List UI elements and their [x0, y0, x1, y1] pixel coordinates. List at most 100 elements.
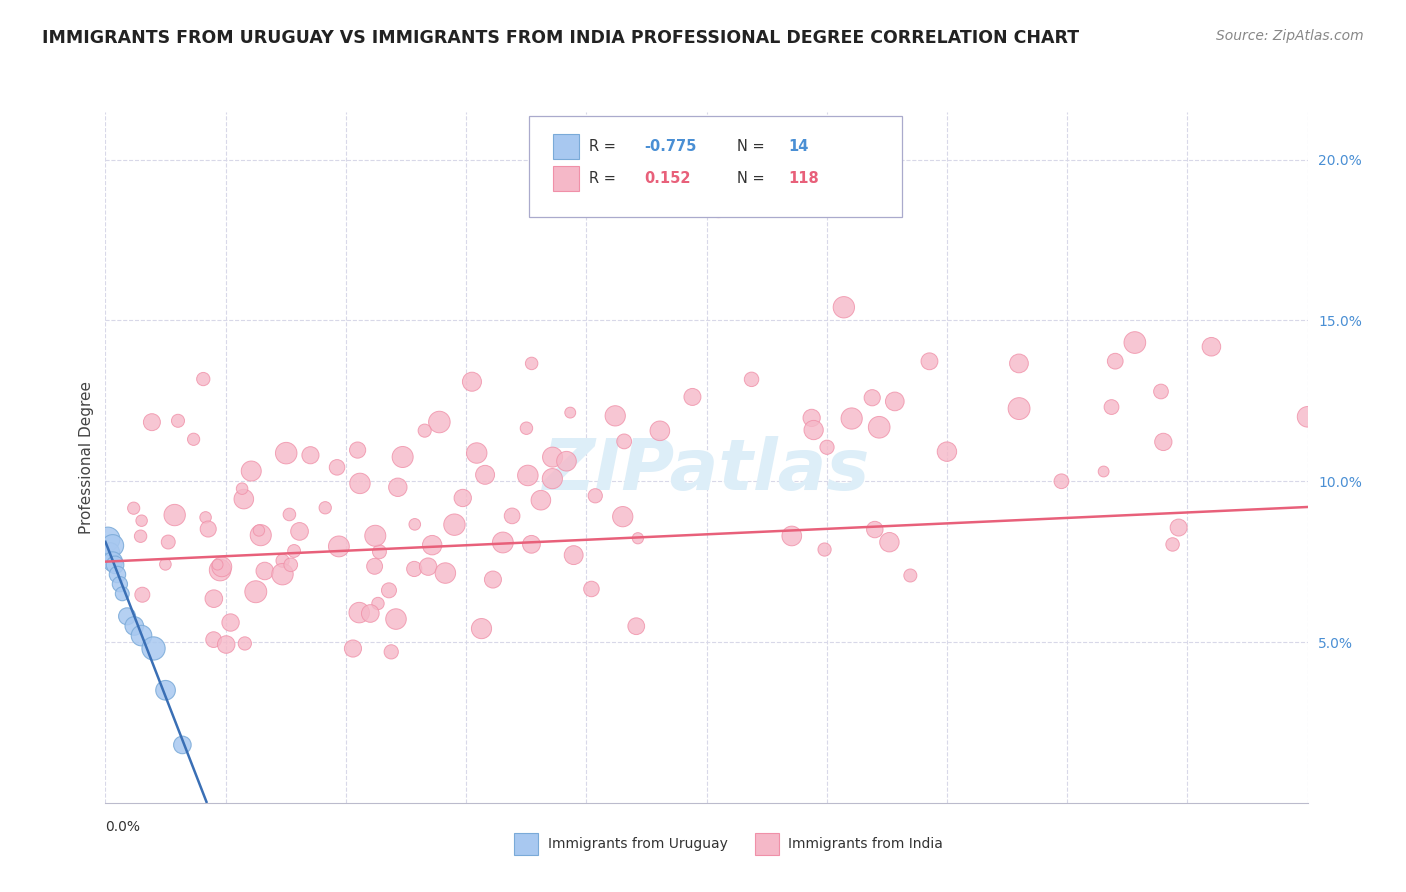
Point	[231, 482, 253, 496]
Point	[443, 517, 465, 532]
Point	[108, 577, 131, 591]
Point	[347, 606, 370, 620]
Point	[879, 535, 901, 549]
Point	[429, 415, 451, 429]
Point	[1104, 354, 1126, 368]
Point	[492, 535, 515, 549]
Point	[249, 528, 271, 542]
Point	[1150, 384, 1173, 399]
Point	[813, 542, 835, 557]
Point	[1092, 465, 1115, 479]
Point	[613, 434, 636, 449]
Point	[391, 450, 413, 464]
Point	[1008, 401, 1031, 416]
Point	[280, 558, 302, 572]
Point	[541, 472, 564, 486]
Point	[299, 448, 322, 462]
Point	[131, 588, 153, 602]
Point	[363, 559, 385, 574]
Point	[626, 619, 648, 633]
Point	[530, 493, 553, 508]
Point	[560, 406, 582, 420]
Point	[803, 423, 825, 437]
Point	[131, 629, 153, 643]
Point	[605, 409, 627, 423]
Point	[364, 529, 387, 543]
Text: 0.152: 0.152	[644, 171, 690, 186]
Point	[155, 558, 177, 572]
Text: R =: R =	[589, 138, 616, 153]
Point	[219, 615, 242, 630]
Point	[461, 375, 484, 389]
Point	[155, 683, 177, 698]
Point	[520, 356, 543, 370]
Point	[1123, 335, 1146, 350]
Point	[101, 539, 124, 553]
Point	[707, 201, 730, 215]
Point	[349, 476, 371, 491]
Point	[413, 424, 436, 438]
Point	[378, 583, 401, 598]
Point	[359, 607, 381, 621]
Point	[418, 559, 440, 574]
Point	[681, 390, 703, 404]
Point	[172, 738, 194, 752]
Point	[404, 562, 426, 576]
Text: Source: ZipAtlas.com: Source: ZipAtlas.com	[1216, 29, 1364, 43]
Point	[420, 538, 443, 552]
Point	[141, 415, 163, 429]
Point	[124, 619, 146, 633]
Text: N =: N =	[737, 171, 765, 186]
Point	[434, 566, 457, 580]
Point	[387, 480, 409, 494]
Point	[131, 514, 153, 528]
Point	[627, 531, 650, 545]
Point	[860, 391, 883, 405]
Point	[278, 508, 301, 522]
Point	[288, 524, 311, 539]
Point	[515, 421, 537, 435]
Point	[1050, 475, 1073, 489]
Text: IMMIGRANTS FROM URUGUAY VS IMMIGRANTS FROM INDIA PROFESSIONAL DEGREE CORRELATION: IMMIGRANTS FROM URUGUAY VS IMMIGRANTS FR…	[42, 29, 1080, 46]
Point	[368, 545, 391, 559]
Point	[868, 420, 890, 434]
Point	[183, 432, 205, 446]
FancyBboxPatch shape	[553, 166, 579, 191]
Point	[516, 468, 538, 483]
Point	[501, 508, 523, 523]
Point	[482, 573, 505, 587]
Point	[918, 354, 941, 368]
Point	[648, 424, 671, 438]
Point	[346, 443, 368, 458]
Point	[107, 567, 129, 582]
Point	[800, 410, 823, 425]
Text: Immigrants from Uruguay: Immigrants from Uruguay	[548, 837, 728, 851]
Text: 14: 14	[789, 138, 808, 153]
Point	[271, 554, 294, 568]
FancyBboxPatch shape	[553, 134, 579, 159]
Point	[863, 523, 886, 537]
Text: R =: R =	[589, 171, 616, 186]
Point	[104, 558, 127, 572]
Point	[541, 450, 564, 464]
Point	[1161, 537, 1184, 551]
Point	[194, 510, 217, 524]
Point	[207, 558, 229, 572]
Point	[142, 641, 165, 656]
Point	[211, 559, 233, 574]
Point	[202, 591, 225, 606]
Point	[832, 300, 855, 314]
Point	[474, 467, 496, 482]
Point	[741, 372, 763, 386]
Point	[470, 622, 492, 636]
Point	[253, 564, 276, 578]
Point	[612, 509, 634, 524]
Point	[841, 411, 863, 425]
Point	[129, 529, 152, 543]
Point	[562, 548, 585, 562]
Point	[101, 555, 124, 569]
Text: N =: N =	[737, 138, 765, 153]
Point	[1008, 356, 1031, 370]
Point	[520, 537, 543, 551]
Point	[276, 446, 298, 460]
